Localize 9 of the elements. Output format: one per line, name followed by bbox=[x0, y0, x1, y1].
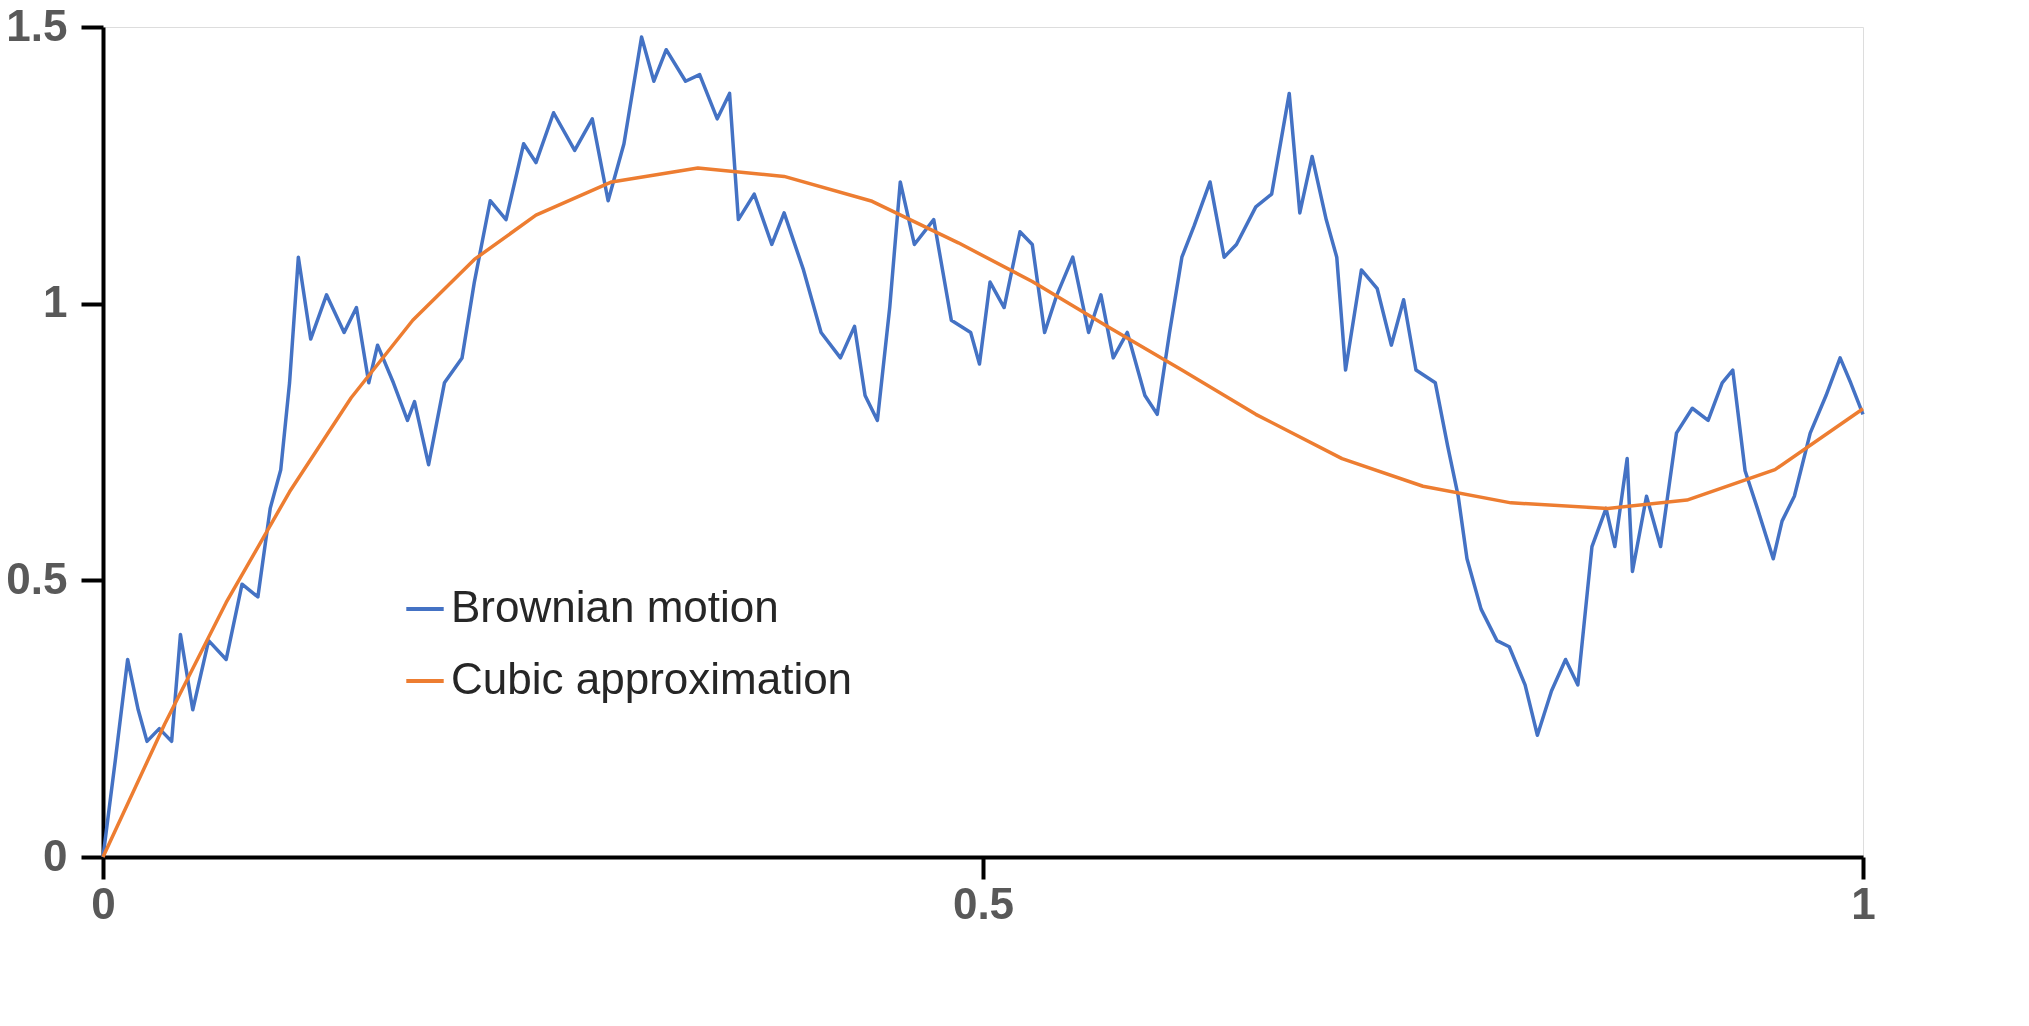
y-tick-label: 1 bbox=[43, 277, 68, 327]
x-tick-label: 0 bbox=[91, 878, 116, 928]
legend-label: Cubic approximation bbox=[451, 654, 853, 703]
x-tick-label: 1 bbox=[1851, 878, 1876, 928]
y-tick-label: 0 bbox=[43, 830, 68, 880]
y-tick-label: 1.5 bbox=[6, 0, 68, 50]
x-tick-label: 0.5 bbox=[952, 878, 1015, 928]
legend-label: Brownian motion bbox=[451, 582, 779, 631]
y-tick-label: 0.5 bbox=[6, 553, 68, 603]
